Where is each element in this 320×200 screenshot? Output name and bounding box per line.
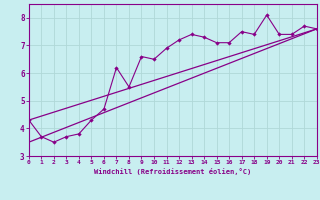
X-axis label: Windchill (Refroidissement éolien,°C): Windchill (Refroidissement éolien,°C)	[94, 168, 252, 175]
